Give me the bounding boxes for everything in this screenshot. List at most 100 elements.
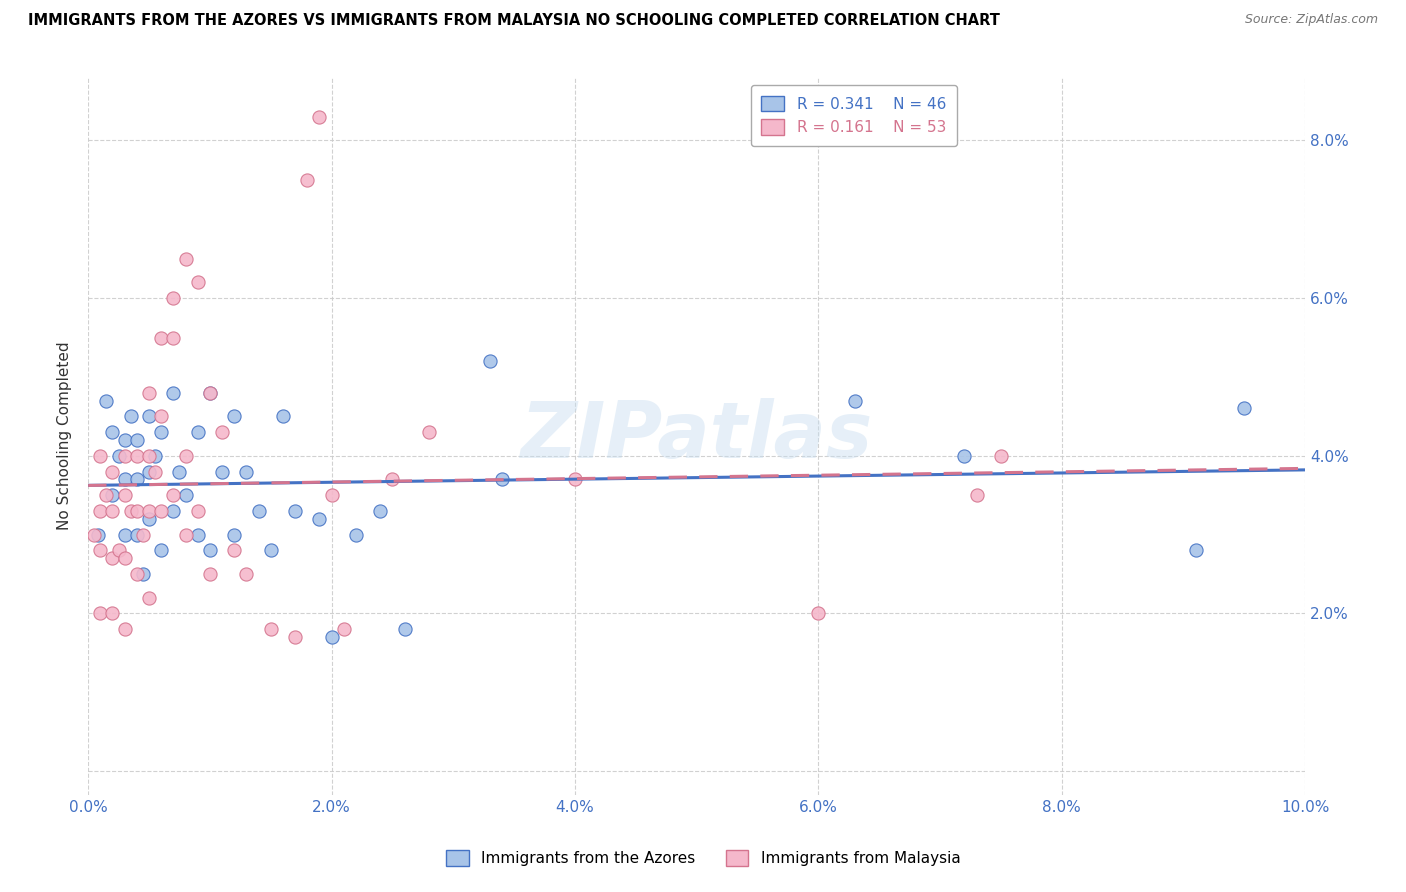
Point	[138, 591, 160, 605]
Point	[198, 385, 221, 400]
Point	[125, 449, 148, 463]
Point	[101, 488, 124, 502]
Point	[125, 504, 148, 518]
Point	[187, 527, 209, 541]
Point	[187, 504, 209, 518]
Point	[478, 354, 501, 368]
Point	[247, 504, 270, 518]
Point	[284, 504, 307, 518]
Point	[138, 449, 160, 463]
Point	[491, 472, 513, 486]
Point	[114, 488, 136, 502]
Point	[150, 409, 173, 424]
Point	[162, 488, 184, 502]
Text: ZIPatlas: ZIPatlas	[520, 398, 873, 474]
Point	[101, 425, 124, 439]
Point	[564, 472, 586, 486]
Point	[89, 607, 111, 621]
Point	[332, 622, 354, 636]
Point	[150, 425, 173, 439]
Point	[101, 551, 124, 566]
Point	[807, 607, 830, 621]
Point	[162, 291, 184, 305]
Point	[101, 504, 124, 518]
Point	[89, 543, 111, 558]
Point	[107, 449, 129, 463]
Point	[87, 527, 110, 541]
Point	[125, 472, 148, 486]
Point	[120, 504, 142, 518]
Legend: Immigrants from the Azores, Immigrants from Malaysia: Immigrants from the Azores, Immigrants f…	[436, 841, 970, 875]
Point	[418, 425, 440, 439]
Point	[107, 543, 129, 558]
Point	[162, 385, 184, 400]
Point	[83, 527, 105, 541]
Point	[125, 433, 148, 447]
Point	[150, 543, 173, 558]
Point	[125, 567, 148, 582]
Point	[308, 512, 330, 526]
Point	[138, 465, 160, 479]
Point	[321, 630, 343, 644]
Point	[96, 393, 118, 408]
Point	[89, 449, 111, 463]
Text: IMMIGRANTS FROM THE AZORES VS IMMIGRANTS FROM MALAYSIA NO SCHOOLING COMPLETED CO: IMMIGRANTS FROM THE AZORES VS IMMIGRANTS…	[28, 13, 1000, 29]
Point	[187, 425, 209, 439]
Point	[125, 527, 148, 541]
Y-axis label: No Schooling Completed: No Schooling Completed	[58, 342, 72, 531]
Point	[114, 433, 136, 447]
Point	[150, 504, 173, 518]
Point	[138, 409, 160, 424]
Point	[224, 527, 246, 541]
Point	[321, 488, 343, 502]
Point	[284, 630, 307, 644]
Point	[966, 488, 988, 502]
Point	[368, 504, 391, 518]
Point	[89, 504, 111, 518]
Point	[224, 409, 246, 424]
Point	[138, 512, 160, 526]
Point	[344, 527, 367, 541]
Point	[260, 543, 283, 558]
Point	[198, 567, 221, 582]
Legend: R = 0.341    N = 46, R = 0.161    N = 53: R = 0.341 N = 46, R = 0.161 N = 53	[751, 85, 956, 146]
Point	[174, 449, 197, 463]
Point	[187, 276, 209, 290]
Point	[114, 449, 136, 463]
Point	[132, 527, 155, 541]
Point	[132, 567, 155, 582]
Point	[101, 465, 124, 479]
Point	[235, 567, 257, 582]
Point	[394, 622, 416, 636]
Point	[844, 393, 866, 408]
Point	[150, 330, 173, 344]
Point	[101, 607, 124, 621]
Point	[211, 425, 233, 439]
Point	[143, 465, 166, 479]
Point	[174, 252, 197, 266]
Point	[114, 527, 136, 541]
Point	[114, 622, 136, 636]
Point	[224, 543, 246, 558]
Point	[953, 449, 976, 463]
Text: Source: ZipAtlas.com: Source: ZipAtlas.com	[1244, 13, 1378, 27]
Point	[143, 449, 166, 463]
Point	[138, 504, 160, 518]
Point	[198, 543, 221, 558]
Point	[1184, 543, 1206, 558]
Point	[162, 330, 184, 344]
Point	[162, 504, 184, 518]
Point	[96, 488, 118, 502]
Point	[174, 527, 197, 541]
Point	[381, 472, 404, 486]
Point	[235, 465, 257, 479]
Point	[198, 385, 221, 400]
Point	[260, 622, 283, 636]
Point	[114, 472, 136, 486]
Point	[211, 465, 233, 479]
Point	[295, 173, 318, 187]
Point	[169, 465, 191, 479]
Point	[120, 409, 142, 424]
Point	[1233, 401, 1256, 416]
Point	[308, 110, 330, 124]
